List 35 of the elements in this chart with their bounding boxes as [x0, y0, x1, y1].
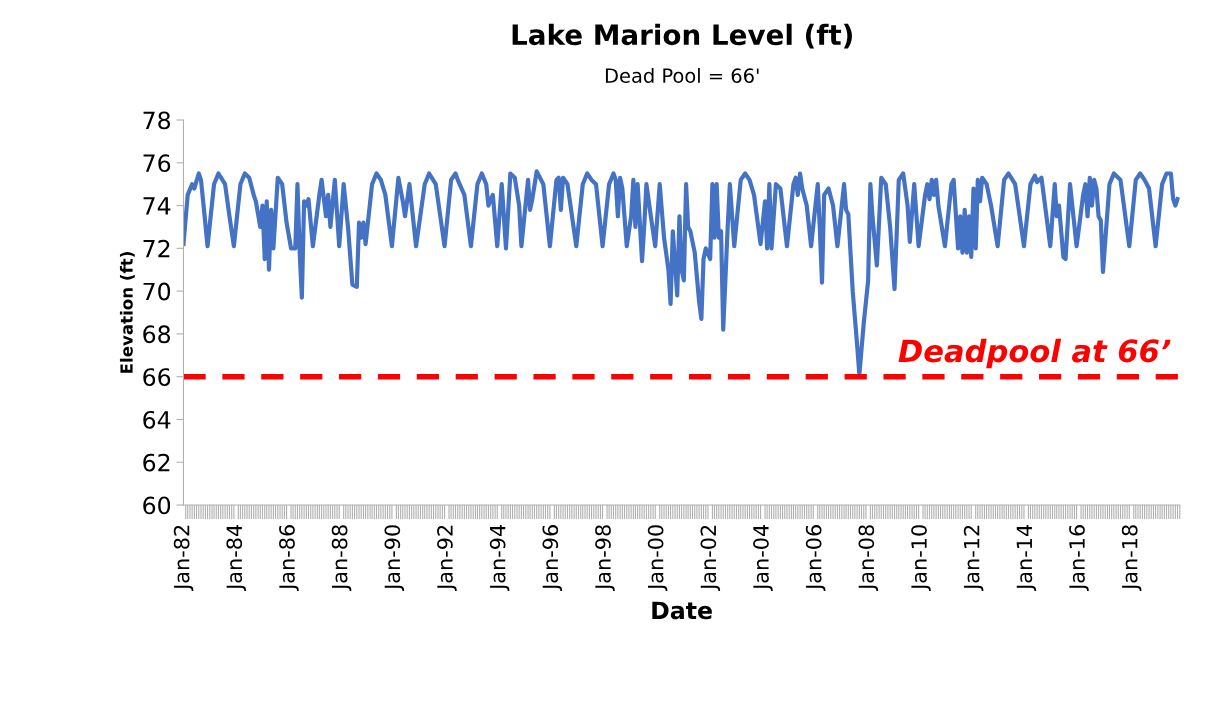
x-tick-label: Jan-08 — [858, 525, 879, 591]
ref-line-label: Deadpool at 66’ — [898, 338, 1171, 369]
y-tick-label: 78 — [143, 111, 171, 130]
y-tick-label: 70 — [143, 282, 171, 301]
x-tick-label: Jan-16 — [1069, 525, 1089, 591]
y-tick-label: 72 — [143, 239, 170, 258]
x-tick-label: Jan-98 — [595, 525, 615, 591]
x-tick-label: Jan-14 — [1016, 524, 1037, 591]
x-tick-label: Jan-82 — [173, 525, 194, 591]
x-tick-label: Jan-12 — [963, 525, 984, 591]
x-tick-label: Jan-88 — [331, 525, 352, 591]
x-tick-label: Jan-04 — [753, 524, 773, 591]
chart-subtitle: Dead Pool = 66' — [605, 67, 759, 83]
y-tick-label: 68 — [143, 325, 171, 344]
x-tick-label: Jan-86 — [279, 525, 299, 591]
y-axis-title: Elevation (ft) — [119, 252, 135, 373]
x-axis-title: Date — [652, 601, 712, 620]
x-tick-label: Jan-84 — [226, 524, 247, 591]
x-tick-label: Jan-90 — [384, 525, 405, 591]
y-tick-label: 62 — [143, 453, 170, 472]
x-tick-label: Jan-10 — [911, 525, 931, 591]
y-tick-label: 64 — [143, 410, 171, 429]
y-tick-label: 66 — [143, 368, 171, 386]
y-tick-label: 74 — [143, 197, 171, 215]
x-tick-label: Jan-18 — [1121, 525, 1142, 591]
x-tick-label: Jan-94 — [489, 524, 510, 591]
y-tick-label: 60 — [143, 496, 171, 515]
x-tick-label: Jan-00 — [647, 525, 668, 591]
x-tick-label: Jan-02 — [700, 525, 721, 591]
x-tick-label: Jan-92 — [437, 525, 457, 591]
y-tick-label: 76 — [143, 154, 171, 173]
chart-title: Lake Marion Level (ft) — [512, 23, 852, 49]
line-series — [183, 169, 1180, 377]
x-tick-label: Jan-96 — [542, 525, 563, 591]
x-tick-label: Jan-06 — [805, 525, 826, 591]
